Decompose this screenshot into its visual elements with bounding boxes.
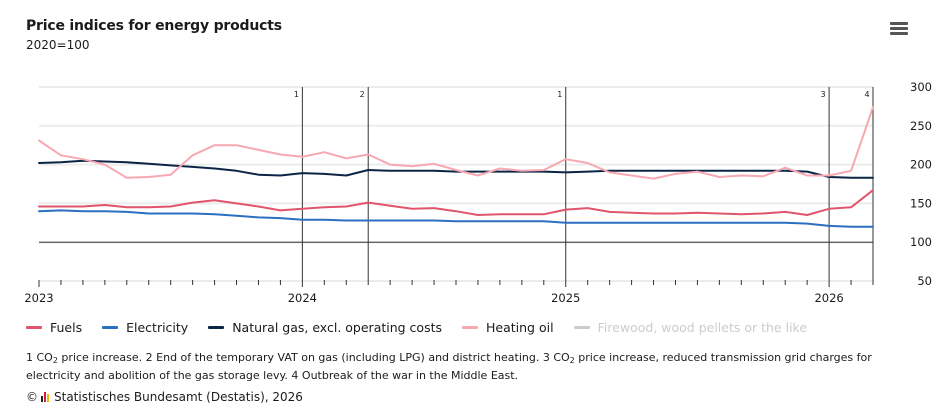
footnotes: 1 CO2 price increase. 2 End of the tempo… — [26, 350, 921, 383]
x-tick-label: 2024 — [288, 291, 317, 305]
y-tick-label: 100 — [910, 235, 932, 249]
subscript: 2 — [52, 356, 58, 365]
legend-swatch — [462, 326, 478, 329]
destatis-logo-icon — [41, 392, 50, 402]
y-tick-label: 300 — [910, 80, 932, 94]
chart-subtitle: 2020=100 — [26, 38, 90, 52]
line-chart: 1 2 1 3 4 2023 2024 2025 2026 50 100 150 200 250 300 — [24, 80, 932, 305]
annotation-label: 3 — [821, 90, 826, 99]
legend-item[interactable]: Natural gas, excl. operating costs — [208, 320, 442, 335]
legend-swatch — [573, 326, 590, 329]
series-line-heating-oil — [38, 106, 874, 180]
x-axis: 2023 2024 2025 2026 — [24, 280, 874, 305]
credits-text: Statistisches Bundesamt (Destatis), 2026 — [54, 390, 303, 404]
legend-item[interactable]: Firewood, wood pellets or the like — [573, 320, 808, 335]
series-line-natural-gas-excl-operating-costs — [38, 159, 874, 179]
chart-title: Price indices for energy products — [26, 18, 282, 34]
grid-lines — [39, 86, 873, 282]
legend-swatch — [26, 326, 42, 329]
copyright-symbol: © — [26, 390, 38, 404]
legend-item[interactable]: Fuels — [26, 320, 82, 335]
legend-item[interactable]: Heating oil — [462, 320, 554, 335]
footnote-text: 1 CO — [26, 351, 53, 364]
annotation-lines: 1 2 1 3 4 — [294, 87, 874, 281]
y-tick-label: 150 — [910, 196, 932, 210]
annotation-label: 1 — [294, 90, 299, 99]
legend-swatch — [208, 326, 225, 329]
series-lines — [38, 106, 874, 228]
credits[interactable]: © Statistisches Bundesamt (Destatis), 20… — [26, 390, 303, 404]
footnote-text: price increase. 2 End of the temporary V… — [57, 351, 570, 364]
legend-label: Natural gas, excl. operating costs — [232, 320, 442, 335]
legend-label: Heating oil — [486, 320, 554, 335]
y-axis: 50 100 150 200 250 300 — [910, 80, 932, 288]
legend-label: Fuels — [50, 320, 83, 335]
x-tick-label: 2026 — [814, 291, 843, 305]
legend-item[interactable]: Electricity — [102, 320, 188, 335]
legend-label: Electricity — [126, 320, 189, 335]
y-tick-label: 200 — [910, 158, 932, 172]
y-tick-label: 50 — [917, 274, 932, 288]
legend: Fuels Electricity Natural gas, excl. opera… — [26, 320, 827, 335]
series-line-fuels — [38, 189, 874, 216]
annotation-label: 2 — [360, 90, 365, 99]
x-tick-label: 2023 — [24, 291, 53, 305]
annotation-label: 4 — [864, 90, 869, 99]
footnote-text: price increase, reduced transmission gri… — [26, 351, 872, 382]
series-line-electricity — [38, 209, 874, 228]
legend-swatch — [102, 326, 119, 329]
subscript: 2 — [569, 356, 575, 365]
hamburger-menu-icon[interactable] — [890, 22, 908, 36]
y-tick-label: 250 — [910, 119, 932, 133]
annotation-label: 1 — [557, 90, 562, 99]
x-tick-label: 2025 — [551, 291, 580, 305]
legend-label: Firewood, wood pellets or the like — [597, 320, 808, 335]
